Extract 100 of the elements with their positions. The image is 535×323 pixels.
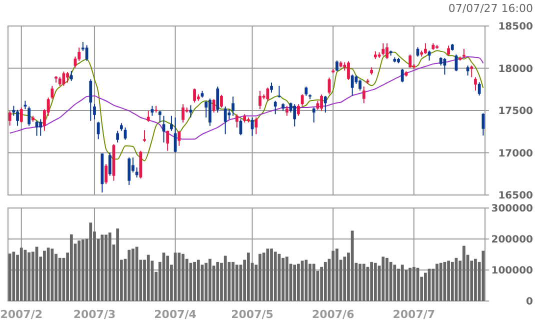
bar — [128, 250, 131, 301]
bar — [216, 262, 220, 301]
candlestick — [293, 104, 296, 127]
candlestick — [386, 42, 388, 60]
bar — [78, 240, 81, 301]
candlestick — [304, 86, 308, 96]
candlestick — [424, 42, 427, 54]
candlestick — [178, 130, 181, 146]
candlestick — [474, 76, 477, 92]
candlestick — [108, 152, 112, 176]
candlestick — [116, 130, 120, 144]
bar — [282, 258, 284, 301]
bar — [108, 232, 112, 301]
y-tick-label: 0 — [526, 296, 534, 308]
bar — [89, 222, 92, 301]
candlestick — [470, 65, 474, 78]
candlestick — [150, 105, 154, 116]
bar — [362, 264, 366, 301]
candlestick — [89, 78, 92, 122]
x-tick-label: 2007/2 — [0, 308, 43, 321]
bar — [443, 262, 446, 301]
candlestick — [228, 108, 231, 120]
candlestick — [166, 130, 170, 152]
bar — [335, 248, 338, 301]
text: 07/07/27 16:00 — [448, 2, 533, 15]
candlestick — [158, 110, 162, 123]
candlestick — [324, 95, 327, 114]
candlestick — [358, 79, 362, 92]
candlestick — [135, 166, 138, 178]
bar — [146, 254, 150, 301]
bar — [258, 254, 262, 301]
bar — [450, 262, 454, 301]
candlestick — [350, 74, 354, 96]
bar — [104, 234, 108, 301]
candlestick — [193, 88, 196, 104]
candlestick — [50, 85, 54, 100]
candlestick — [382, 42, 385, 56]
candlestick — [208, 98, 212, 126]
bar — [439, 262, 442, 301]
candlestick — [204, 100, 208, 118]
bar — [224, 256, 227, 301]
candlestick — [258, 90, 262, 110]
candlestick — [28, 106, 31, 126]
candlestick — [8, 110, 12, 126]
bar — [270, 248, 273, 301]
bar — [332, 250, 335, 301]
bar — [43, 250, 46, 301]
bar — [374, 262, 377, 301]
bar — [235, 264, 238, 301]
candlestick — [462, 48, 466, 58]
candlestick — [266, 87, 270, 102]
bar — [482, 250, 485, 301]
candlestick — [362, 86, 366, 104]
bar — [312, 264, 316, 301]
bar — [12, 252, 16, 301]
candlestick — [143, 130, 146, 142]
bar — [436, 264, 438, 301]
bar — [358, 264, 362, 301]
bar — [266, 248, 270, 301]
bar — [397, 268, 400, 301]
bar — [382, 256, 385, 301]
bar — [50, 248, 54, 301]
candlestick — [16, 109, 19, 126]
bar — [182, 254, 184, 301]
candlestick — [270, 82, 273, 94]
bar — [474, 258, 477, 301]
bar — [389, 262, 392, 301]
bar — [8, 254, 12, 301]
x-tick-label: 2007/3 — [73, 308, 116, 321]
candlestick — [224, 106, 227, 135]
candlestick — [66, 71, 69, 84]
bar — [274, 252, 277, 301]
candlestick — [274, 100, 277, 115]
bar — [343, 256, 346, 301]
candlestick — [93, 104, 96, 120]
candlestick — [20, 107, 23, 123]
candlestick — [335, 60, 338, 72]
candlestick — [39, 118, 42, 136]
bar — [193, 262, 196, 301]
candlestick — [216, 86, 220, 114]
bar — [58, 258, 62, 301]
bar — [135, 246, 138, 301]
bar — [20, 248, 23, 301]
candlestick — [478, 82, 481, 96]
y-tick-label: 300000 — [491, 204, 534, 214]
candlestick — [320, 94, 323, 112]
candlestick — [170, 115, 173, 132]
bar — [297, 264, 300, 301]
y-tick-label: 100000 — [491, 266, 534, 276]
bar — [232, 262, 234, 301]
bar — [204, 262, 208, 301]
bar — [370, 262, 374, 301]
bar — [285, 256, 288, 301]
bar — [208, 258, 212, 301]
y-tick-label: 200000 — [491, 234, 534, 246]
bar — [308, 264, 312, 301]
y-tick-label: 18500 — [498, 22, 534, 32]
candlestick — [58, 76, 62, 86]
candlestick — [347, 60, 350, 80]
bar — [324, 262, 327, 301]
